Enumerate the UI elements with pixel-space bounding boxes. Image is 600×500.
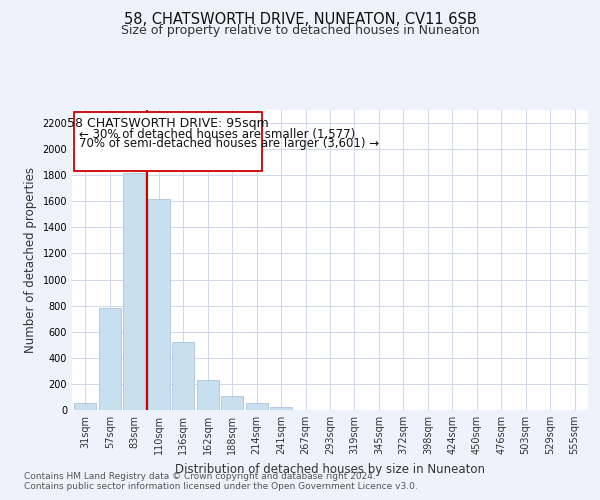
Bar (270, 407, 292, 410)
Bar (124, 172, 145, 410)
Text: Contains HM Land Registry data © Crown copyright and database right 2024.: Contains HM Land Registry data © Crown c… (24, 472, 376, 481)
Bar (99, 308, 121, 410)
Text: 70% of semi-detached houses are larger (3,601) →: 70% of semi-detached houses are larger (… (79, 138, 379, 150)
Text: Contains public sector information licensed under the Open Government Licence v3: Contains public sector information licen… (24, 482, 418, 491)
Bar (172, 342, 194, 410)
Bar (148, 198, 170, 410)
X-axis label: Distribution of detached houses by size in Nuneaton: Distribution of detached houses by size … (175, 462, 485, 475)
FancyBboxPatch shape (74, 112, 262, 170)
Text: 58, CHATSWORTH DRIVE, NUNEATON, CV11 6SB: 58, CHATSWORTH DRIVE, NUNEATON, CV11 6SB (124, 12, 476, 28)
Text: Size of property relative to detached houses in Nuneaton: Size of property relative to detached ho… (121, 24, 479, 37)
Y-axis label: Number of detached properties: Number of detached properties (24, 167, 37, 353)
Bar (197, 380, 219, 410)
Text: ← 30% of detached houses are smaller (1,577): ← 30% of detached houses are smaller (1,… (79, 128, 356, 140)
Bar (245, 403, 268, 410)
Bar (74, 404, 97, 410)
Text: 58 CHATSWORTH DRIVE: 95sqm: 58 CHATSWORTH DRIVE: 95sqm (67, 117, 269, 130)
Bar (221, 396, 243, 410)
